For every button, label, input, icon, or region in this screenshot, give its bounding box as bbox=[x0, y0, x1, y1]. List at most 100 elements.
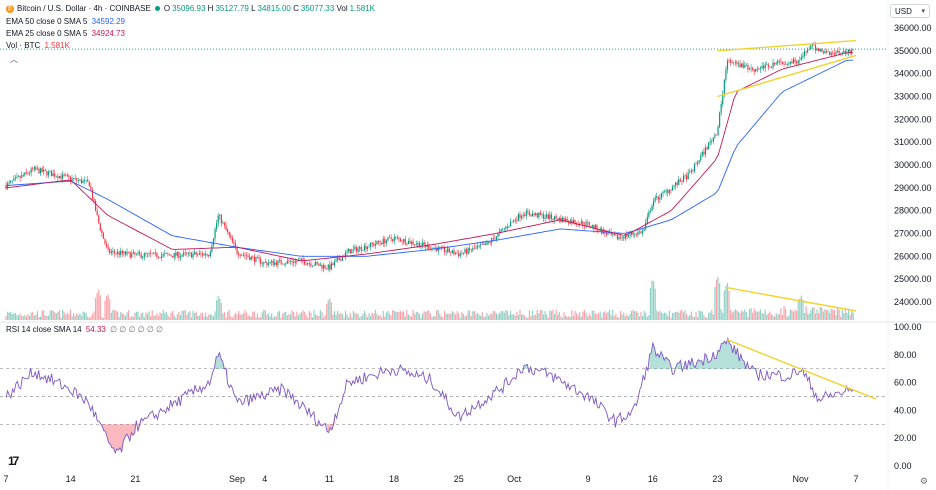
candle-body bbox=[195, 252, 197, 255]
candle-body bbox=[167, 253, 169, 255]
volume-bar bbox=[679, 310, 681, 320]
candle-body bbox=[777, 60, 779, 64]
candle-body bbox=[300, 258, 303, 260]
volume-legend[interactable]: Vol · BTC 1.581K bbox=[6, 40, 70, 52]
candle-body bbox=[653, 201, 655, 206]
volume-bar bbox=[544, 310, 546, 320]
candle-body bbox=[50, 171, 53, 177]
volume-bar bbox=[458, 312, 460, 320]
volume-bar bbox=[634, 311, 636, 320]
candle-body bbox=[626, 234, 628, 237]
candle-body bbox=[324, 265, 326, 269]
candle-body bbox=[533, 213, 535, 215]
currency-selector[interactable]: USD ▾ bbox=[890, 4, 930, 18]
volume-bar bbox=[564, 315, 567, 320]
time-axis-tick-11: 23 bbox=[712, 474, 722, 484]
candle-body bbox=[178, 252, 180, 258]
volume-bar bbox=[640, 311, 642, 320]
candle-body bbox=[393, 237, 395, 241]
volume-bar bbox=[258, 317, 260, 320]
candle-body bbox=[566, 218, 568, 222]
volume-bar bbox=[351, 317, 353, 320]
rsi-legend[interactable]: RSI 14 close SMA 14 54.33 ∅ ∅ ∅ ∅ ∅ ∅ bbox=[6, 324, 163, 336]
candle-body bbox=[315, 262, 317, 266]
candle-body bbox=[714, 134, 716, 138]
volume-bar bbox=[146, 313, 149, 320]
volume-bar bbox=[486, 312, 488, 320]
candle-body bbox=[32, 168, 34, 170]
gear-icon[interactable]: ⚙ bbox=[919, 476, 928, 486]
volume-bar bbox=[586, 316, 589, 320]
volume-bar bbox=[338, 313, 340, 320]
candle-body bbox=[55, 176, 57, 178]
time-axis-tick-10: 16 bbox=[648, 474, 658, 484]
volume-bar bbox=[610, 315, 612, 320]
candle-body bbox=[129, 252, 131, 258]
candle-body bbox=[673, 185, 675, 187]
volume-bar bbox=[123, 314, 125, 320]
volume-bar bbox=[703, 314, 705, 320]
candle-body bbox=[637, 231, 639, 235]
volume-bar bbox=[376, 313, 378, 320]
candle-body bbox=[308, 263, 310, 264]
candle-body bbox=[781, 61, 784, 64]
ema50-legend[interactable]: EMA 50 close 0 SMA 5 34592.29 bbox=[6, 16, 125, 28]
candle-body bbox=[810, 45, 812, 50]
candle-body bbox=[175, 252, 177, 256]
candle-body bbox=[582, 221, 584, 226]
candle-body bbox=[280, 259, 282, 264]
volume-bar bbox=[112, 309, 114, 320]
volume-bar bbox=[159, 312, 161, 320]
volume-bar bbox=[596, 313, 598, 320]
candle-body bbox=[107, 246, 109, 250]
volume-bar bbox=[819, 307, 821, 320]
candle-body bbox=[327, 264, 329, 269]
price-axis-tick-7: 31000.00 bbox=[894, 137, 932, 147]
volume-bar bbox=[832, 309, 834, 320]
volume-bar bbox=[253, 311, 255, 320]
candle-body bbox=[459, 253, 461, 257]
candle-body bbox=[341, 256, 343, 261]
candle-body bbox=[649, 210, 652, 213]
candle-body bbox=[797, 60, 799, 64]
volume-bar bbox=[704, 317, 707, 320]
volume-bar bbox=[769, 311, 771, 320]
volume-bar bbox=[223, 312, 226, 320]
volume-bar bbox=[415, 311, 417, 320]
candle-body bbox=[811, 44, 813, 46]
candle-body bbox=[44, 169, 46, 171]
candle-body bbox=[179, 256, 182, 258]
candle-body bbox=[681, 181, 683, 183]
ema25-legend[interactable]: EMA 25 close 0 SMA 5 34924.73 bbox=[6, 28, 125, 40]
candle-body bbox=[640, 231, 642, 234]
candle-body bbox=[294, 260, 296, 263]
volume-bar bbox=[476, 312, 479, 320]
candle-body bbox=[60, 175, 62, 179]
candle-body bbox=[813, 44, 815, 46]
collapse-legend-icon[interactable]: ︿ bbox=[10, 55, 18, 64]
volume-bar bbox=[717, 276, 719, 320]
volume-bar bbox=[629, 313, 631, 320]
volume-bar bbox=[619, 311, 622, 320]
volume-bar bbox=[349, 313, 351, 320]
volume-bar bbox=[38, 317, 40, 320]
candle-body bbox=[117, 251, 119, 254]
candle-body bbox=[816, 48, 818, 51]
candle-body bbox=[206, 254, 208, 256]
candle-body bbox=[586, 221, 589, 223]
time-axis-tick-13: 7 bbox=[853, 474, 858, 484]
volume-bar bbox=[709, 312, 711, 320]
candle-body bbox=[778, 60, 780, 62]
volume-bar bbox=[266, 314, 268, 320]
price-axis-tick-12: 36000.00 bbox=[894, 23, 932, 33]
candle-body bbox=[318, 263, 320, 266]
candle-body bbox=[711, 141, 713, 142]
volume-bar bbox=[142, 312, 144, 320]
candle-body bbox=[689, 171, 691, 173]
candle-body bbox=[285, 263, 287, 265]
candle-body bbox=[627, 235, 630, 237]
volume-bar bbox=[278, 310, 281, 320]
candle-body bbox=[354, 247, 356, 249]
volume-bar bbox=[462, 314, 465, 320]
